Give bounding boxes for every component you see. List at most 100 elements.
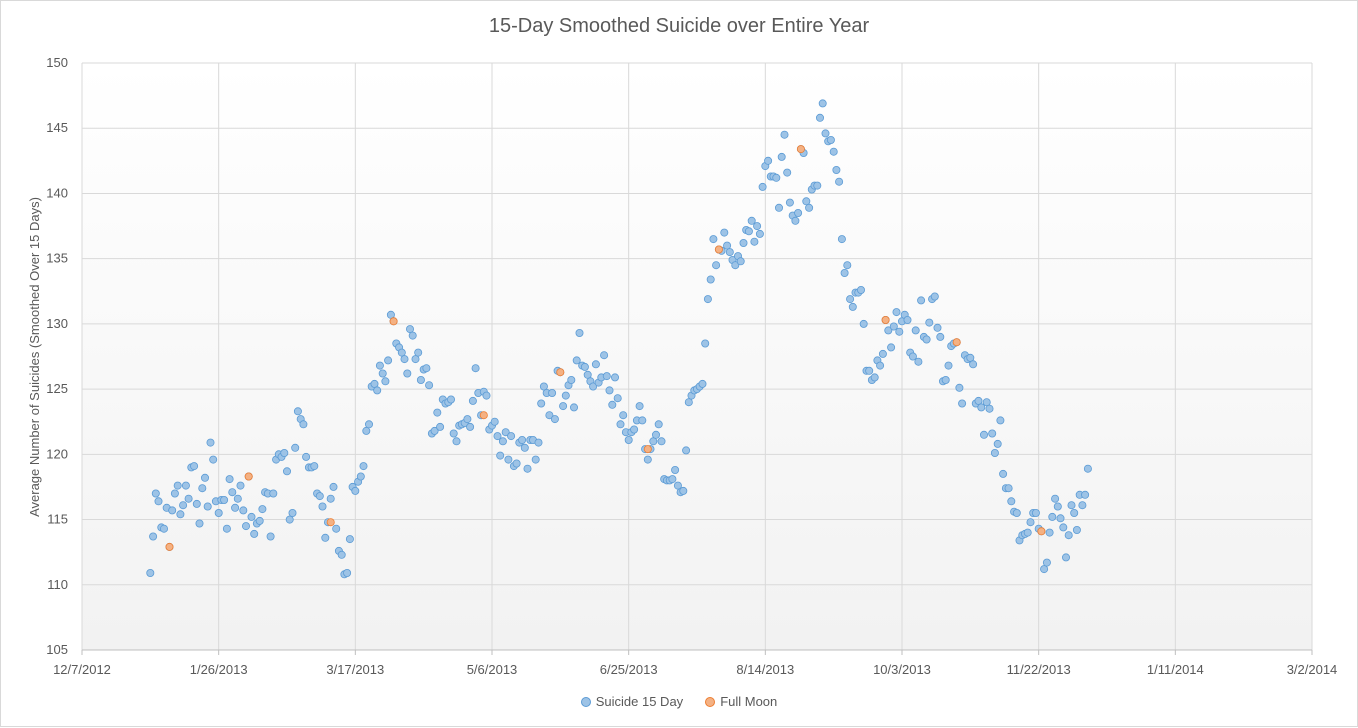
data-point [818, 99, 827, 108]
data-point [321, 533, 330, 542]
data-point [239, 506, 248, 515]
data-point [466, 422, 475, 431]
data-point [813, 181, 822, 190]
data-point [173, 481, 182, 490]
data-point [414, 348, 423, 357]
data-point [840, 268, 849, 277]
data-point [846, 295, 855, 304]
data-point [892, 308, 901, 317]
data-point [1040, 565, 1049, 574]
data-point [190, 462, 199, 471]
data-point [936, 332, 945, 341]
data-point [783, 168, 792, 177]
data-point [195, 519, 204, 528]
data-point [479, 411, 488, 420]
data-point [507, 432, 516, 441]
data-point [914, 357, 923, 366]
legend-swatch [705, 696, 716, 707]
data-point [198, 484, 207, 493]
data-point [925, 318, 934, 327]
data-point [1051, 494, 1060, 503]
data-point [168, 506, 177, 515]
data-point [572, 356, 581, 365]
x-tick-label: 5/6/2013 [467, 662, 518, 677]
data-point [359, 462, 368, 471]
data-point [518, 435, 527, 444]
y-tick-label: 110 [47, 577, 68, 592]
data-point [233, 494, 242, 503]
data-point [802, 197, 811, 206]
data-point [280, 448, 289, 457]
x-tick-label: 6/25/2013 [600, 662, 658, 677]
data-point [922, 335, 931, 344]
data-point [575, 328, 584, 337]
data-point [764, 156, 773, 165]
data-point [982, 398, 991, 407]
data-point [1083, 464, 1092, 473]
data-point [463, 415, 472, 424]
data-point [1023, 528, 1032, 537]
data-point [356, 472, 365, 481]
data-point [222, 524, 231, 533]
data-point [291, 443, 300, 452]
x-tick-label: 11/22/2013 [1007, 662, 1071, 677]
data-point [241, 522, 250, 531]
data-point [154, 497, 163, 506]
data-point [673, 481, 682, 490]
data-point [616, 420, 625, 429]
y-tick-label: 125 [46, 381, 68, 396]
data-point [731, 261, 740, 270]
data-point [255, 516, 264, 525]
data-point [236, 481, 245, 490]
data-point [977, 403, 986, 412]
data-point [403, 369, 412, 378]
data-point [1064, 531, 1073, 540]
data-point [878, 349, 887, 358]
gridlines [81, 62, 1313, 651]
data-point [780, 130, 789, 139]
data-point [452, 437, 461, 446]
y-axis-title: Average Number of Suicides (Smoothed Ove… [27, 197, 42, 517]
data-point [580, 362, 589, 371]
data-point [917, 296, 926, 305]
data-point [337, 550, 346, 559]
data-point [1045, 528, 1054, 537]
data-point [895, 327, 904, 336]
data-point [1004, 484, 1013, 493]
data-point [1078, 501, 1087, 510]
data-point [159, 524, 168, 533]
data-point [269, 489, 278, 498]
plot-area [82, 63, 1312, 650]
data-point [684, 398, 693, 407]
data-point [446, 395, 455, 404]
data-point [638, 416, 647, 425]
data-point [739, 238, 748, 247]
data-point [329, 482, 338, 491]
data-point [703, 295, 712, 304]
y-axis: 105 110 115 120 125 130 135 140 145 150 [46, 55, 68, 657]
data-point [884, 326, 893, 335]
data-point [903, 315, 912, 324]
data-point [302, 452, 311, 461]
data-point [952, 338, 961, 347]
x-tick-label: 12/7/2012 [53, 662, 111, 677]
data-point [843, 261, 852, 270]
data-point [1070, 508, 1079, 517]
data-point [887, 343, 896, 352]
data-point [375, 361, 384, 370]
x-tick-label: 3/2/2014 [1287, 662, 1338, 677]
data-point [326, 518, 335, 527]
data-point [343, 569, 352, 578]
data-point [1031, 508, 1040, 517]
data-point [753, 222, 762, 231]
data-point [985, 404, 994, 413]
data-point [974, 396, 983, 405]
data-point [958, 399, 967, 408]
data-point [258, 505, 267, 514]
data-point [326, 494, 335, 503]
data-point [362, 426, 371, 435]
data-point [755, 229, 764, 238]
data-point [520, 443, 529, 452]
data-point [613, 394, 622, 403]
data-point [602, 372, 611, 381]
